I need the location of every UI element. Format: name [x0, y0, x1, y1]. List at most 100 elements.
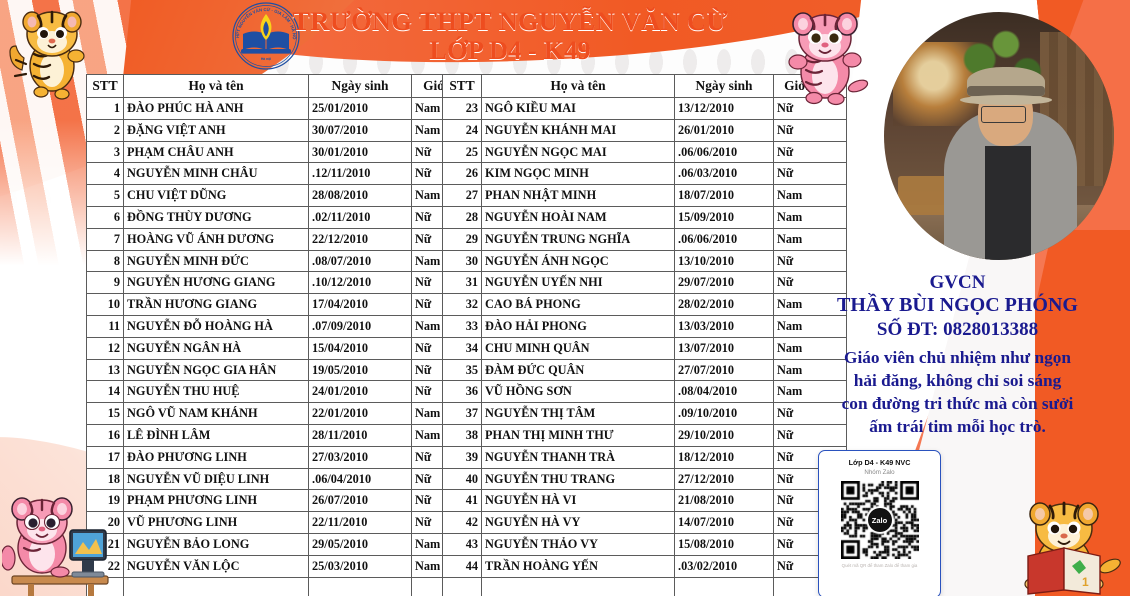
cell-empty [442, 576, 482, 596]
cell-name: PHAN THỊ MINH THƯ [481, 423, 675, 447]
cell-name: NGUYỄN NGÂN HÀ [123, 336, 309, 360]
table-row: 32 CAO BÁ PHONG 28/02/2010 Nam [442, 293, 847, 316]
cell-dob: 24/01/2010 [308, 380, 412, 404]
table-row: 25 NGUYỄN NGỌC MAI .06/06/2010 Nữ [442, 140, 847, 164]
cell-dob: .06/06/2010 [674, 140, 774, 164]
cell-stt: 25 [442, 140, 482, 164]
table-row: 39 NGUYỄN THANH TRÀ 18/12/2010 Nữ [442, 445, 847, 469]
page-title-line2: LỚP D4 - K49 [429, 34, 591, 65]
cell-stt: 32 [442, 293, 482, 316]
cell-dob: 13/10/2010 [674, 249, 774, 273]
table-row: 5 CHU VIỆT DŨNG 28/08/2010 Nam [86, 184, 487, 207]
table-row: 27 PHAN NHẬT MINH 18/07/2010 Nam [442, 184, 847, 207]
table-row: 31 NGUYỄN UYẾN NHI 29/07/2010 Nữ [442, 271, 847, 295]
cell-stt: 16 [86, 423, 124, 447]
cell-stt: 28 [442, 205, 482, 229]
cell-dob: 28/11/2010 [308, 423, 412, 447]
cell-stt: 4 [86, 162, 124, 186]
page-title-line1: TRƯỜNG THPT NGUYỄN VĂN CỪ [292, 6, 728, 36]
cell-name: NGUYỄN MINH ĐỨC [123, 249, 309, 273]
cell-dob: 15/09/2010 [674, 205, 774, 229]
teacher-role-label: GVCN [929, 272, 986, 293]
table-row: 37 NGUYỄN THỊ TÂM .09/10/2010 Nữ [442, 402, 847, 425]
cell-name: NGUYỄN KHÁNH MAI [481, 118, 675, 142]
cell-dob: 18/07/2010 [674, 184, 774, 207]
cell-stt: 39 [442, 445, 482, 469]
cell-dob: 19/05/2010 [308, 358, 412, 382]
table-blank-row [442, 576, 847, 596]
cell-dob: 26/01/2010 [674, 118, 774, 142]
cell-sex: Nam [773, 227, 847, 251]
cell-stt: 29 [442, 227, 482, 251]
cell-empty [123, 576, 309, 596]
cell-stt: 38 [442, 423, 482, 447]
cell-name: CAO BÁ PHONG [481, 293, 675, 316]
school-emblem-icon: THPT NGUYỄN VĂN CỪ - GIA LÂM - HÀ NỘI Hà… [229, 0, 302, 72]
cell-name: NGUYỄN UYẾN NHI [481, 271, 675, 295]
column-header-name: Họ và tên [123, 74, 309, 98]
table-row: 10 TRẦN HƯƠNG GIANG 17/04/2010 Nữ [86, 293, 487, 316]
photo-teacher-hatbrim [959, 95, 1052, 105]
cell-name: NGUYỄN THANH TRÀ [481, 445, 675, 469]
cell-name: NGUYỄN HÀ VY [481, 511, 675, 534]
cell-stt: 13 [86, 358, 124, 382]
cell-sex: Nam [773, 380, 847, 404]
cell-name: NGUYỄN THU HUỆ [123, 380, 309, 404]
cell-dob: 22/12/2010 [308, 227, 412, 251]
tiger-mascot-reading-book-icon: 1 [1010, 494, 1126, 596]
table-row: 8 NGUYỄN MINH ĐỨC .08/07/2010 Nam [86, 249, 487, 273]
qr-card-footer: Quét mã QR để tham Zalo để tham gia [841, 563, 918, 568]
column-header-stt: STT [442, 74, 482, 98]
table-row: 19 PHẠM PHƯƠNG LINH 26/07/2010 Nữ [86, 489, 487, 513]
table-row: 38 PHAN THỊ MINH THƯ 29/10/2010 Nữ [442, 423, 847, 447]
pink-tiger-mascot-waving-icon [770, 2, 880, 106]
cell-name: TRẦN HƯƠNG GIANG [123, 293, 309, 316]
cell-dob: 27/12/2010 [674, 467, 774, 491]
cell-stt: 35 [442, 358, 482, 382]
cell-name: ĐÀO HẢI PHONG [481, 314, 675, 338]
cell-stt: 31 [442, 271, 482, 295]
cell-dob: 27/03/2010 [308, 445, 412, 469]
cell-sex: Nữ [773, 118, 847, 142]
cell-dob: .06/06/2010 [674, 227, 774, 251]
table-row: 3 PHẠM CHÂU ANH 30/01/2010 Nữ [86, 140, 487, 164]
zalo-qr-card[interactable]: Lớp D4 - K49 NVC Nhóm Zalo Zalo Quét mã … [818, 450, 941, 596]
cell-name: NGUYỄN HOÀI NAM [481, 205, 675, 229]
cell-dob: 29/07/2010 [674, 271, 774, 295]
table-row: 2 ĐẶNG VIỆT ANH 30/07/2010 Nam [86, 118, 487, 142]
cell-name: PHAN NHẬT MINH [481, 184, 675, 207]
qr-card-subtitle: Nhóm Zalo [864, 469, 895, 476]
cell-sex: Nữ [773, 402, 847, 425]
table-row: 14 NGUYỄN THU HUỆ 24/01/2010 Nữ [86, 380, 487, 404]
cell-dob: .06/03/2010 [674, 162, 774, 186]
cell-name: NGUYỄN HƯƠNG GIANG [123, 271, 309, 295]
cell-name: ĐỒNG THÙY DƯƠNG [123, 205, 309, 229]
cell-name: LÊ ĐÌNH LÂM [123, 423, 309, 447]
table-row: 6 ĐỒNG THÙY DƯƠNG .02/11/2010 Nữ [86, 205, 487, 229]
cell-dob: 18/12/2010 [674, 445, 774, 469]
cell-name: NGUYỄN THỊ TÂM [481, 402, 675, 425]
cell-dob: 26/07/2010 [308, 489, 412, 513]
teacher-info-panel: GVCN THẦY BÙI NGỌC PHÓNG SỐ ĐT: 08280133… [805, 272, 1110, 438]
qr-code-image[interactable]: Zalo [840, 481, 919, 559]
photo-teacher-shirt [985, 145, 1032, 260]
teacher-quote-line4: ấm trái tim mỗi học trò. [869, 417, 1046, 437]
cell-stt: 36 [442, 380, 482, 404]
cell-stt: 33 [442, 314, 482, 338]
table-row: 41 NGUYỄN HÀ VI 21/08/2010 Nữ [442, 489, 847, 513]
cell-dob: 13/12/2010 [674, 97, 774, 120]
cell-dob: 28/08/2010 [308, 184, 412, 207]
cell-stt: 17 [86, 445, 124, 469]
cell-name: NGUYỄN VĂN LỘC [123, 554, 309, 578]
cell-name: NGUYỄN VŨ DIỆU LINH [123, 467, 309, 491]
table-row: 42 NGUYỄN HÀ VY 14/07/2010 Nữ [442, 511, 847, 534]
cell-stt: 3 [86, 140, 124, 164]
cell-name: KIM NGỌC MINH [481, 162, 675, 186]
cell-name: ĐÀO PHÚC HÀ ANH [123, 97, 309, 120]
column-header-stt: STT [86, 74, 124, 98]
photo-scene [884, 12, 1114, 260]
photo-teacher-glasses [980, 106, 1027, 124]
cell-name: NGÔ VŨ NAM KHÁNH [123, 402, 309, 425]
cell-name: VŨ HỒNG SƠN [481, 380, 675, 404]
